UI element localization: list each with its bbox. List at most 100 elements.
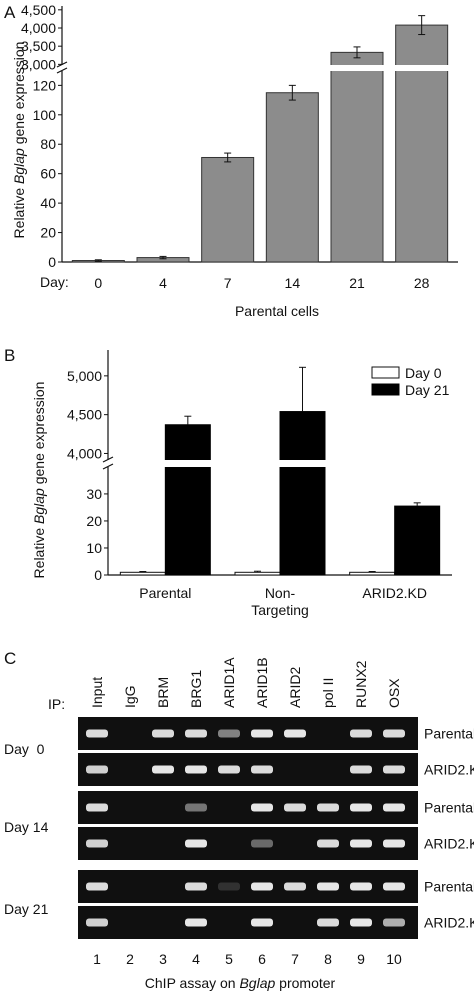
y-tick-label: 4,000 — [67, 445, 102, 461]
lane-number: 7 — [291, 951, 299, 967]
lane-number: 8 — [324, 951, 332, 967]
bar-day-0 — [349, 571, 396, 576]
panel-b-y-ticks: 0 10 20 30 4,000 4,500 5,000 — [67, 368, 108, 583]
y-tick-label: 20 — [40, 225, 56, 241]
gel-band — [218, 765, 240, 774]
panel-b-axis-break — [102, 456, 326, 470]
gel-row-label: Parental — [424, 879, 474, 895]
gel-band — [152, 729, 174, 738]
gel-band — [86, 803, 108, 812]
gel-row-label: ARID2.KD — [424, 915, 474, 931]
y-tick-label: 5,000 — [67, 368, 102, 384]
gel-band — [251, 839, 273, 848]
gel-band — [350, 839, 372, 848]
gel-band — [251, 803, 273, 812]
gel-band — [383, 918, 405, 927]
panel-a-bars — [71, 24, 449, 263]
y-tick-label: 0 — [94, 567, 102, 583]
bar-day-21 — [279, 411, 326, 576]
panel-b: B Relative Bglap gene expression 0 10 20 30… — [4, 346, 452, 618]
gel-row-labels: Parental ARID2.KD Parental ARID2.KD Parental… — [424, 726, 474, 931]
lane-number: 2 — [126, 951, 134, 967]
panel-b-x-ticks: Parental Non-Targeting ARID2.KD — [139, 585, 427, 618]
panel-a-y-ticks: 0 20 40 60 80 100 120 3,000 3,500 4,000 4,500 — [21, 2, 62, 270]
gel-band — [185, 839, 207, 848]
axis-break-band — [279, 460, 326, 467]
gel-band — [185, 918, 207, 927]
bar-day-21 — [164, 424, 211, 576]
panel-a-xlabel: Parental cells — [235, 303, 319, 319]
bar-day-0 — [119, 571, 166, 576]
gel-band — [251, 729, 273, 738]
gel-day-label: Day 14 — [4, 819, 49, 835]
gel-day-label: Day 0 — [4, 741, 45, 757]
x-tick-label: 4 — [159, 275, 167, 291]
x-tick-label: 28 — [414, 275, 430, 291]
gel-band — [152, 765, 174, 774]
panel-a-day-prefix: Day: — [40, 274, 69, 290]
axis-break-band — [394, 65, 449, 71]
axis-break-mark — [102, 456, 114, 463]
x-tick-label: Parental — [139, 585, 191, 601]
gel-band — [185, 765, 207, 774]
panel-a-axes — [61, 6, 458, 263]
x-tick-label: Non- — [265, 585, 296, 601]
y-tick-label: 60 — [40, 166, 56, 182]
panel-c: C IP: Input IgG BRM BRG1 ARID1A ARID1B ARID2 po… — [4, 649, 474, 991]
panel-a-x-ticks: 0 4 7 14 21 28 — [94, 275, 429, 291]
panel-b-letter: B — [4, 346, 15, 365]
gel-band — [86, 918, 108, 927]
bar-day-14 — [265, 92, 319, 263]
gel-band — [218, 882, 240, 891]
gel-caption: ChIP assay on Bglap promoter — [145, 975, 336, 991]
x-tick-label: 7 — [224, 275, 232, 291]
axis-break-gap — [106, 460, 110, 467]
gel-row-label: ARID2.KD — [424, 762, 474, 778]
y-tick-label: 0 — [48, 254, 56, 270]
panel-a-axis-break — [56, 61, 449, 74]
lane-number: 6 — [258, 951, 266, 967]
gel-row-label: ARID2.KD — [424, 836, 474, 852]
bar-day-21 — [394, 505, 441, 576]
lane-number: 4 — [192, 951, 200, 967]
bar-day-7 — [201, 156, 255, 263]
lane-label-arid1b: ARID1B — [254, 657, 270, 708]
gel-band — [383, 803, 405, 812]
panel-b-bars — [119, 411, 441, 576]
y-tick-label: 100 — [33, 107, 57, 123]
gel-band — [317, 839, 339, 848]
lane-number: 9 — [357, 951, 365, 967]
lane-number: 10 — [386, 951, 402, 967]
bar-day-28 — [395, 24, 449, 263]
y-tick-label: 3,000 — [21, 56, 56, 72]
gel-band — [317, 882, 339, 891]
lane-number: 5 — [225, 951, 233, 967]
gel-band — [350, 918, 372, 927]
gel-band — [284, 882, 306, 891]
gel-band — [284, 729, 306, 738]
panel-a: A Relative Bglap gene expression 0204060… — [4, 2, 458, 319]
panel-b-ylabel: Relative Bglap gene expression — [31, 382, 47, 579]
bar-day-21 — [330, 51, 384, 263]
gel-ip-label: IP: — [48, 696, 65, 712]
x-tick-label: Targeting — [251, 602, 309, 618]
gel-band — [383, 765, 405, 774]
lane-label-input: Input — [89, 677, 105, 708]
gel-band — [185, 803, 207, 812]
panel-b-error-bars — [139, 366, 421, 573]
gel-band — [284, 803, 306, 812]
gel-band — [251, 918, 273, 927]
lane-label-brm: BRM — [155, 677, 171, 708]
lane-label-igg: IgG — [122, 685, 138, 708]
gel-band — [350, 729, 372, 738]
gel-band — [251, 765, 273, 774]
axis-break-band — [330, 65, 384, 71]
gel-row-label: Parental — [424, 726, 474, 742]
axis-break-band — [164, 460, 212, 467]
bar-day-0 — [234, 571, 281, 576]
panel-a-error-bars — [94, 15, 426, 262]
legend-swatch-day21 — [371, 383, 400, 396]
gel-band — [317, 803, 339, 812]
